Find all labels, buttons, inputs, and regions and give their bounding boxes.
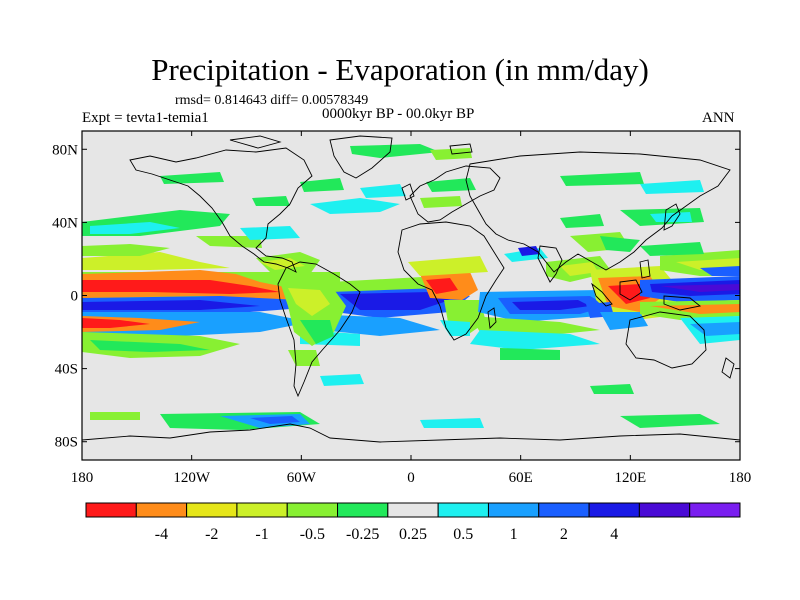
lon-tick-label: 120W (173, 470, 211, 486)
coast-borneo (619, 279, 643, 301)
coast-uk (401, 183, 415, 201)
colorbar-label: 0.5 (453, 526, 473, 543)
experiment-label: Expt = tevta1-temia1 (82, 110, 209, 126)
colorbar-swatch (337, 502, 389, 518)
coast-arctic-islands (229, 135, 282, 149)
colorbar-swatch (135, 502, 188, 518)
precip-minus-evap-field (82, 144, 740, 430)
period-label: 0000kyr BP - 00.0kyr BP (322, 106, 475, 122)
colorbar-label: -1 (255, 526, 268, 543)
colorbar-label: -4 (155, 526, 168, 543)
colorbar-swatch (437, 502, 489, 518)
colorbar-label: -0.5 (300, 526, 325, 543)
colorbar-swatch (387, 502, 439, 518)
colorbar-swatch (689, 502, 741, 518)
lat-tick-label: 80S (55, 435, 78, 451)
colorbar-swatch (588, 502, 640, 518)
plot-title: Precipitation - Evaporation (in mm/day) (151, 52, 649, 87)
coast-madagascar (487, 307, 497, 329)
coast-antarctica (82, 423, 740, 443)
colorbar-swatch (487, 502, 540, 518)
lon-tick-label: 60W (287, 470, 317, 486)
colorbar-swatch (85, 502, 137, 518)
lon-tick-label: 60E (509, 470, 533, 486)
coast-new-zealand (721, 357, 735, 379)
colorbar: -4 -2 -1 -0.5 -0.25 0.25 0.5 1 2 4 (85, 502, 741, 543)
coast-australia (625, 311, 707, 369)
coast-europe (409, 165, 501, 223)
season-label: ANN (702, 110, 735, 126)
colorbar-label: 1 (510, 526, 518, 543)
colorbar-swatch (186, 502, 238, 518)
coast-india (537, 245, 563, 283)
lat-tick-label: 40N (52, 215, 78, 231)
lon-tick-label: 180 (71, 470, 94, 486)
coast-greenland (329, 135, 393, 179)
lon-tick-label: 120E (614, 470, 646, 486)
lat-tick-label: 0 (71, 289, 79, 305)
statistics-line: rmsd= 0.814643 diff= 0.00578349 (175, 93, 369, 108)
coast-asia (465, 151, 731, 273)
coast-svalbard (449, 143, 473, 155)
coast-new-guinea (663, 295, 702, 311)
colorbar-label: -2 (205, 526, 218, 543)
coast-japan (663, 203, 681, 231)
lat-tick-label: 80N (52, 142, 78, 158)
coast-africa (397, 221, 505, 341)
colorbar-label: 2 (560, 526, 568, 543)
coast-south-america (277, 261, 361, 398)
colorbar-label: -0.25 (346, 526, 379, 543)
colorbar-swatch (236, 502, 288, 518)
coast-sumatra (591, 282, 613, 307)
coastlines (82, 135, 740, 443)
map-axes: 80N 40N 0 40S 80S 180 120W 60W 0 60E 120E 180 (52, 131, 751, 486)
colorbar-swatch (638, 502, 691, 518)
colorbar-label: 0.25 (399, 526, 427, 543)
lat-tick-label: 40S (55, 362, 78, 378)
coast-philippines (639, 259, 651, 279)
colorbar-swatch (538, 502, 590, 518)
colorbar-swatch (286, 502, 339, 518)
colorbar-label: 4 (610, 526, 618, 543)
lon-tick-label: 180 (729, 470, 752, 486)
coast-north-america (129, 147, 313, 273)
lon-tick-label: 0 (407, 470, 415, 486)
